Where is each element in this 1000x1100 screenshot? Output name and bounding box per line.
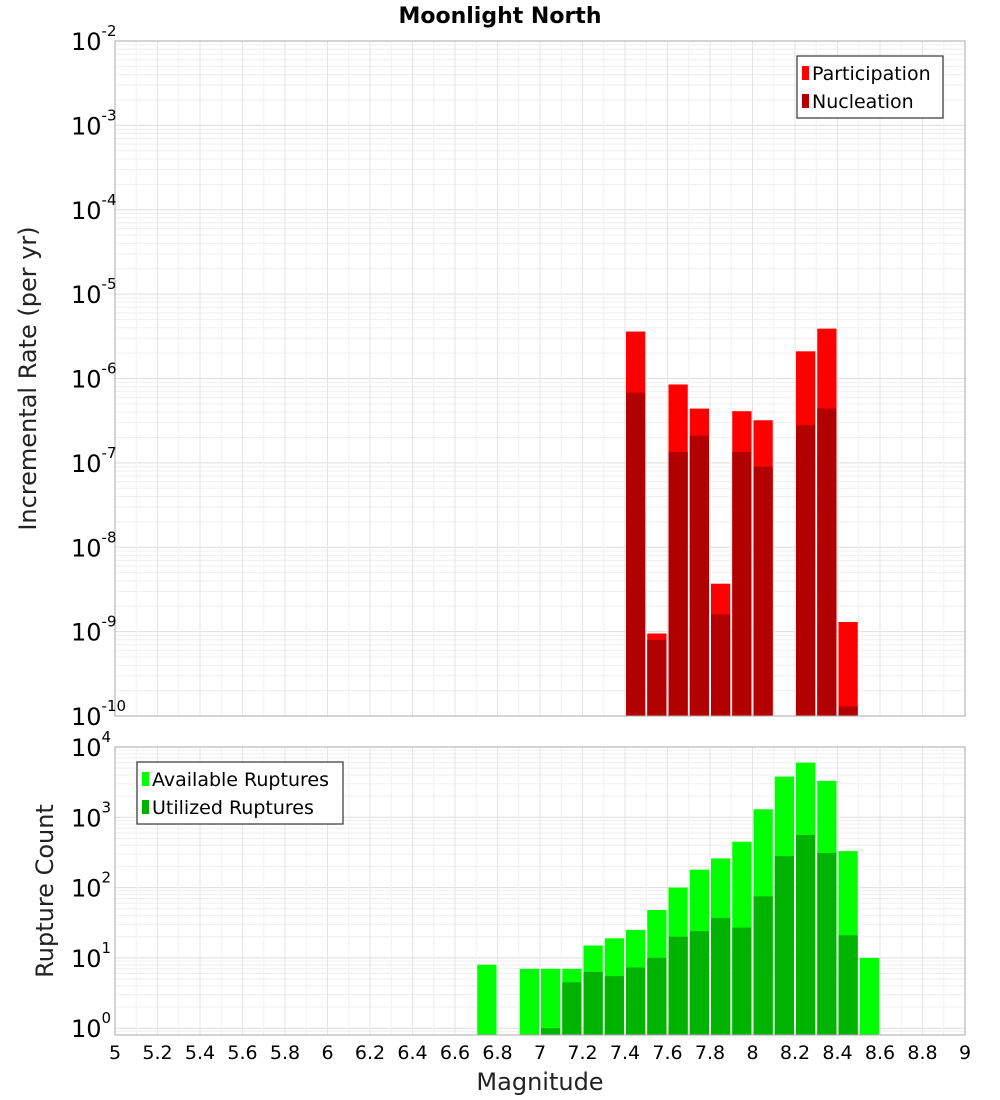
rate-plot-bars [626,328,858,716]
bar-utilized-ruptures-11 [774,856,794,1035]
legend-label: Nucleation [812,91,914,113]
legend-box [136,761,344,825]
x-tick-label: 5.2 [142,1042,172,1064]
bar-utilized-ruptures-13 [817,853,837,1035]
x-tick-label: 6 [321,1042,333,1064]
bar-nucleation-1 [647,639,667,716]
x-tick-label: 5.4 [185,1042,215,1064]
x-tick-label: 8.8 [907,1042,937,1064]
bar-utilized-ruptures-9 [732,927,752,1035]
rate-y-tick-label: 10-7 [71,444,117,478]
bar-participation-9 [838,622,858,716]
bar-nucleation-8 [817,408,837,716]
bar-utilized-ruptures-3 [604,976,624,1035]
rate-plot: 10-10 10-9 10-8 10-7 10-6 10-5 10-4 10-3 10-2 Pa… [14,22,966,731]
bar-available-ruptures-1 [519,968,539,1035]
bar-utilized-ruptures-8 [711,917,731,1035]
rate-y-tick-label: 10-6 [71,360,117,394]
bar-available-ruptures-17 [859,957,879,1035]
x-axis-label: Magnitude [476,1068,603,1096]
bar-utilized-ruptures-12 [796,834,816,1035]
bar-utilized-ruptures-6 [668,936,688,1035]
count-y-tick-label: 103 [71,798,111,832]
count-plot-legend: Available Ruptures Utilized Ruptures [136,761,344,825]
bar-nucleation-9 [838,706,858,716]
bar-nucleation-5 [732,451,752,716]
x-tick-label: 8.4 [822,1042,852,1064]
bar-available-ruptures-2 [541,968,561,1035]
legend-swatch [142,800,149,814]
x-tick-label: 8 [746,1042,758,1064]
bar-nucleation-6 [753,466,773,716]
count-plot-frame [114,746,966,1036]
bar-nucleation-3 [689,435,709,716]
bar-nucleation-0 [626,392,646,716]
x-tick-label: 5.8 [270,1042,300,1064]
rate-y-tick-label: 10-8 [71,528,117,562]
x-tick-label: 8.6 [865,1042,895,1064]
count-plot-y-ticks: 100 101 102 103 104 [71,728,111,1043]
x-tick-label: 8.2 [780,1042,810,1064]
rate-y-tick-label: 10-9 [71,613,117,647]
bar-utilized-ruptures-0 [541,1028,561,1035]
rate-plot-grid [114,40,966,717]
bar-utilized-ruptures-14 [838,935,858,1035]
rate-y-tick-label: 10-4 [71,191,117,225]
x-tick-label: 7.8 [695,1042,725,1064]
bar-available-ruptures-0 [477,964,497,1035]
bar-utilized-ruptures-5 [647,957,667,1035]
x-tick-label: 6.2 [355,1042,385,1064]
rate-plot-legend: Participation Nucleation [796,55,944,119]
chart-title: Moonlight North [398,4,601,29]
bar-nucleation-4 [711,614,731,716]
legend-swatch [142,772,149,786]
rate-plot-y-ticks: 10-10 10-9 10-8 10-7 10-6 10-5 10-4 10-3 10-2 [71,22,126,731]
bar-utilized-ruptures-2 [583,971,603,1035]
legend-label: Participation [812,63,931,85]
count-plot: 100 101 102 103 104 5 5.2 5.4 5.6 5.8 6 6.2 6.4 6.6 6… [31,728,971,1096]
x-tick-label: 7 [534,1042,546,1064]
x-tick-label: 6.4 [397,1042,427,1064]
count-y-tick-label: 102 [71,869,111,903]
rate-y-tick-label: 10-5 [71,275,117,309]
count-y-tick-label: 101 [71,939,111,973]
bar-utilized-ruptures-4 [626,967,646,1035]
x-tick-label: 5.6 [227,1042,257,1064]
rate-y-tick-label: 10-2 [71,22,117,56]
x-tick-label: 7.4 [610,1042,640,1064]
bar-utilized-ruptures-10 [753,896,773,1035]
x-tick-label: 6.6 [440,1042,470,1064]
rate-plot-y-axis-label: Incremental Rate (per yr) [14,226,42,530]
x-tick-label: 5 [109,1042,121,1064]
bar-utilized-ruptures-1 [562,982,582,1035]
legend-swatch [802,66,809,80]
legend-label: Utilized Ruptures [152,797,314,819]
legend-label: Available Ruptures [152,769,329,791]
count-plot-y-axis-label: Rupture Count [31,804,59,978]
x-tick-label: 7.2 [567,1042,597,1064]
bar-nucleation-7 [796,425,816,716]
bar-nucleation-2 [668,451,688,716]
rate-y-tick-label: 10-3 [71,106,117,140]
bar-utilized-ruptures-7 [689,931,709,1035]
count-plot-bars [477,762,879,1035]
legend-swatch [802,94,809,108]
x-tick-label: 9 [959,1042,971,1064]
count-y-tick-label: 100 [71,1009,111,1043]
count-plot-x-ticks: 5 5.2 5.4 5.6 5.8 6 6.2 6.4 6.6 6.8 7 7.2 7.4 7.6 7.8 8… [109,1042,971,1064]
rate-y-tick-label: 10-10 [71,697,126,731]
x-tick-label: 6.8 [482,1042,512,1064]
x-tick-label: 7.6 [652,1042,682,1064]
count-y-tick-label: 104 [71,728,111,762]
legend-box [796,55,944,119]
rate-plot-frame [114,40,966,717]
